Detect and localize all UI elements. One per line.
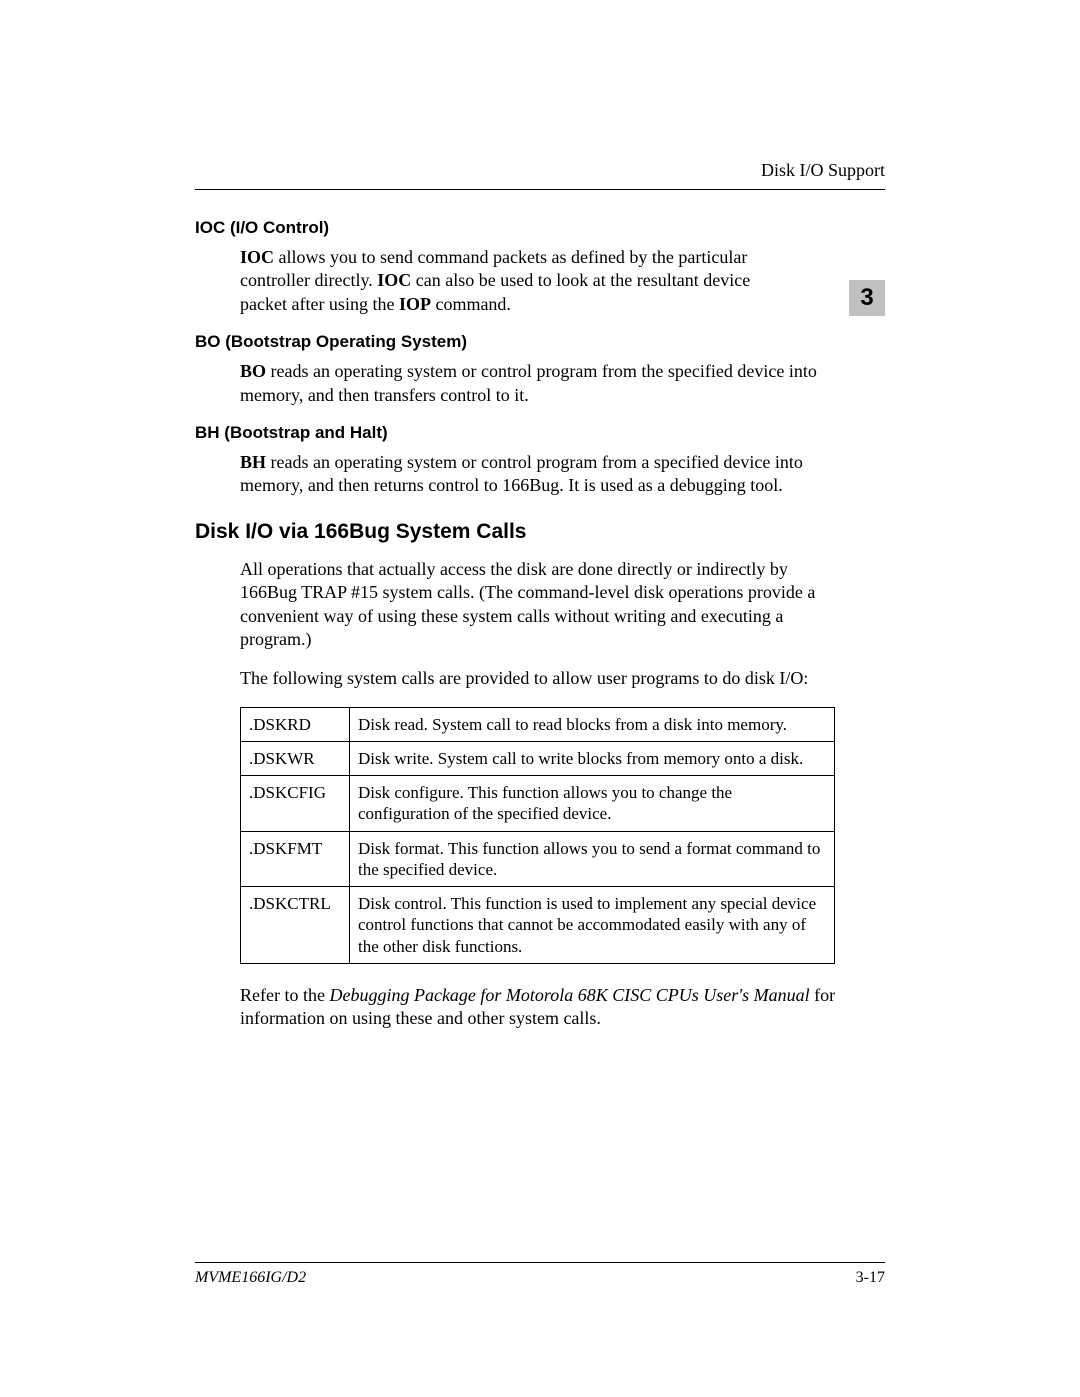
subheading-bo: BO (Bootstrap Operating System) [195,332,885,352]
table-cell-cmd: .DSKCTRL [241,887,350,964]
page: Disk I/O Support 3 IOC (I/O Control) IOC… [0,0,1080,1397]
footer-row: MVME166IG/D2 3-17 [195,1269,885,1287]
paragraph-bh: BH reads an operating system or control … [195,451,840,498]
table-row: .DSKCFIGDisk configure. This function al… [241,776,835,832]
table-cell-cmd: .DSKCFIG [241,776,350,832]
table-cell-desc: Disk control. This function is used to i… [350,887,835,964]
table-row: .DSKCTRLDisk control. This function is u… [241,887,835,964]
subheading-bh: BH (Bootstrap and Halt) [195,423,885,443]
section-heading-syscalls: Disk I/O via 166Bug System Calls [195,520,885,544]
running-header: Disk I/O Support [195,160,885,181]
table-cell-desc: Disk read. System call to read blocks fr… [350,707,835,741]
paragraph-syscalls-1: All operations that actually access the … [195,558,840,652]
paragraph-ioc: IOC allows you to send command packets a… [195,246,795,316]
subheading-ioc: IOC (I/O Control) [195,218,885,238]
table-cell-cmd: .DSKRD [241,707,350,741]
table-cell-desc: Disk write. System call to write blocks … [350,741,835,775]
footer-rule [195,1262,885,1263]
paragraph-bo: BO reads an operating system or control … [195,360,840,407]
syscalls-table: .DSKRDDisk read. System call to read blo… [240,707,835,964]
table-cell-desc: Disk format. This function allows you to… [350,831,835,887]
table-cell-cmd: .DSKWR [241,741,350,775]
table-row: .DSKRDDisk read. System call to read blo… [241,707,835,741]
header-rule [195,189,885,190]
table-cell-desc: Disk configure. This function allows you… [350,776,835,832]
paragraph-syscalls-3: Refer to the Debugging Package for Motor… [195,984,840,1031]
page-footer: MVME166IG/D2 3-17 [195,1262,885,1287]
table-row: .DSKWRDisk write. System call to write b… [241,741,835,775]
footer-page-number: 3-17 [856,1269,885,1287]
table-row: .DSKFMTDisk format. This function allows… [241,831,835,887]
footer-doc-id: MVME166IG/D2 [195,1269,306,1287]
chapter-tab: 3 [849,280,885,316]
table-cell-cmd: .DSKFMT [241,831,350,887]
paragraph-syscalls-2: The following system calls are provided … [195,667,840,690]
syscalls-table-body: .DSKRDDisk read. System call to read blo… [241,707,835,963]
